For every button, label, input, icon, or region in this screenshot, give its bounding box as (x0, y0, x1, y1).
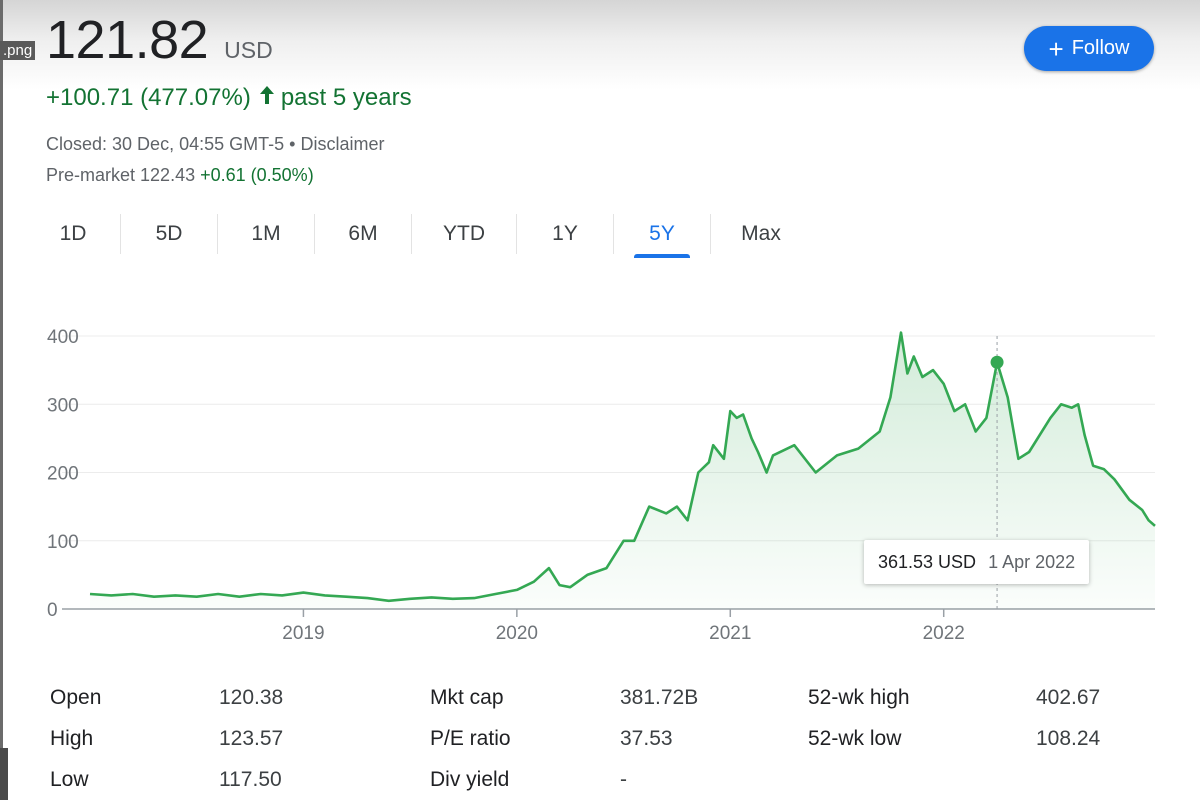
x-tick-label: 2020 (496, 623, 538, 644)
stats-table: Open 120.38 Mkt cap 381.72B 52-wk high 4… (50, 682, 1150, 805)
tooltip-date: 1 Apr 2022 (988, 551, 1076, 572)
premarket-change: +0.61 (0.50%) (200, 165, 314, 185)
tab-1m[interactable]: 1M (218, 214, 314, 254)
stat-label-52wk-low: 52-wk low (808, 727, 902, 750)
y-tick-label: 0 (47, 600, 58, 621)
range-tabs: 1D 5D 1M 6M YTD 1Y 5Y Max (26, 214, 811, 258)
tab-label: YTD (443, 222, 485, 245)
stats-row: High 123.57 P/E ratio 37.53 52-wk low 10… (50, 723, 1150, 764)
tab-1d[interactable]: 1D (26, 214, 120, 254)
tab-divider (710, 214, 711, 254)
x-tick-label: 2019 (282, 623, 324, 644)
window-edge-handle (0, 748, 8, 800)
arrow-up-icon (259, 85, 275, 111)
stat-value-pe-ratio: 37.53 (620, 727, 673, 750)
tab-divider (411, 214, 412, 254)
tab-divider (217, 214, 218, 254)
price-chart[interactable]: 0 100 200 300 400 2019 2020 2021 2022 (0, 300, 1200, 660)
tab-divider (314, 214, 315, 254)
stat-label-div-yield: Div yield (430, 768, 510, 791)
y-tick-label: 100 (47, 532, 79, 553)
top-shade (0, 0, 1200, 90)
closed-text: Closed: 30 Dec, 04:55 GMT-5 (46, 134, 285, 154)
tab-divider (120, 214, 121, 254)
stat-label-mkt-cap: Mkt cap (430, 686, 504, 709)
closed-info: Closed: 30 Dec, 04:55 GMT-5 • Disclaimer (46, 134, 384, 155)
stat-label-high: High (50, 727, 94, 750)
window-edge (0, 0, 3, 800)
tab-label: 1M (251, 222, 281, 245)
stat-value-div-yield: - (620, 768, 627, 791)
stat-label-pe-ratio: P/E ratio (430, 727, 511, 750)
y-tick-label: 300 (47, 395, 79, 416)
stat-value-high: 123.57 (219, 727, 284, 750)
tab-ytd[interactable]: YTD (412, 214, 516, 254)
x-tick-label: 2021 (709, 623, 751, 644)
currency: USD (224, 37, 273, 63)
file-label: .png (0, 41, 36, 60)
separator: • (289, 134, 296, 154)
chart-svg: 0 100 200 300 400 2019 2020 2021 2022 (47, 327, 1156, 644)
disclaimer-link[interactable]: Disclaimer (300, 134, 385, 154)
tab-label: 6M (348, 222, 378, 245)
stat-value-mkt-cap: 381.72B (620, 686, 699, 709)
price-row: 121.82 USD (46, 10, 273, 70)
tab-label: Max (741, 222, 781, 245)
tab-5y[interactable]: 5Y (614, 214, 710, 254)
stats-row: Low 117.50 Div yield - (50, 764, 1150, 805)
current-price: 121.82 (46, 10, 209, 70)
y-tick-label: 200 (47, 464, 79, 485)
tab-label: 5Y (649, 222, 675, 245)
price-change: +100.71 (477.07%) past 5 years (46, 84, 412, 112)
premarket-info: Pre-market 122.43 +0.61 (0.50%) (46, 165, 314, 186)
stat-label-low: Low (50, 768, 89, 791)
hover-point (990, 355, 1004, 369)
price-line (89, 331, 1156, 603)
change-value: +100.71 (477.07%) (46, 84, 251, 111)
tab-divider (516, 214, 517, 254)
price-area (90, 332, 1155, 609)
premarket-label: Pre-market (46, 165, 136, 185)
premarket-price: 122.43 (140, 165, 196, 185)
follow-label: Follow (1071, 37, 1130, 59)
tab-5d[interactable]: 5D (121, 214, 217, 254)
tooltip-price: 361.53 USD (878, 551, 977, 572)
tab-label: 1D (59, 222, 87, 245)
tab-max[interactable]: Max (711, 214, 811, 254)
stat-label-52wk-high: 52-wk high (808, 686, 910, 709)
tab-6m[interactable]: 6M (315, 214, 411, 254)
y-tick-label: 400 (47, 327, 79, 348)
stat-label-open: Open (50, 686, 102, 709)
change-period: past 5 years (280, 84, 412, 111)
follow-button[interactable]: + Follow (1024, 26, 1154, 71)
chart-tooltip: 361.53 USD 1 Apr 2022 (864, 540, 1090, 584)
tab-label: 5D (155, 222, 183, 245)
stat-value-52wk-low: 108.24 (1036, 727, 1101, 750)
stat-value-52wk-high: 402.67 (1036, 686, 1101, 709)
x-tick-label: 2022 (923, 623, 965, 644)
stats-row: Open 120.38 Mkt cap 381.72B 52-wk high 4… (50, 682, 1150, 723)
stat-value-low: 117.50 (219, 768, 282, 791)
tab-label: 1Y (552, 222, 578, 245)
tab-1y[interactable]: 1Y (517, 214, 613, 254)
stat-value-open: 120.38 (219, 686, 284, 709)
plus-icon: + (1048, 33, 1064, 64)
